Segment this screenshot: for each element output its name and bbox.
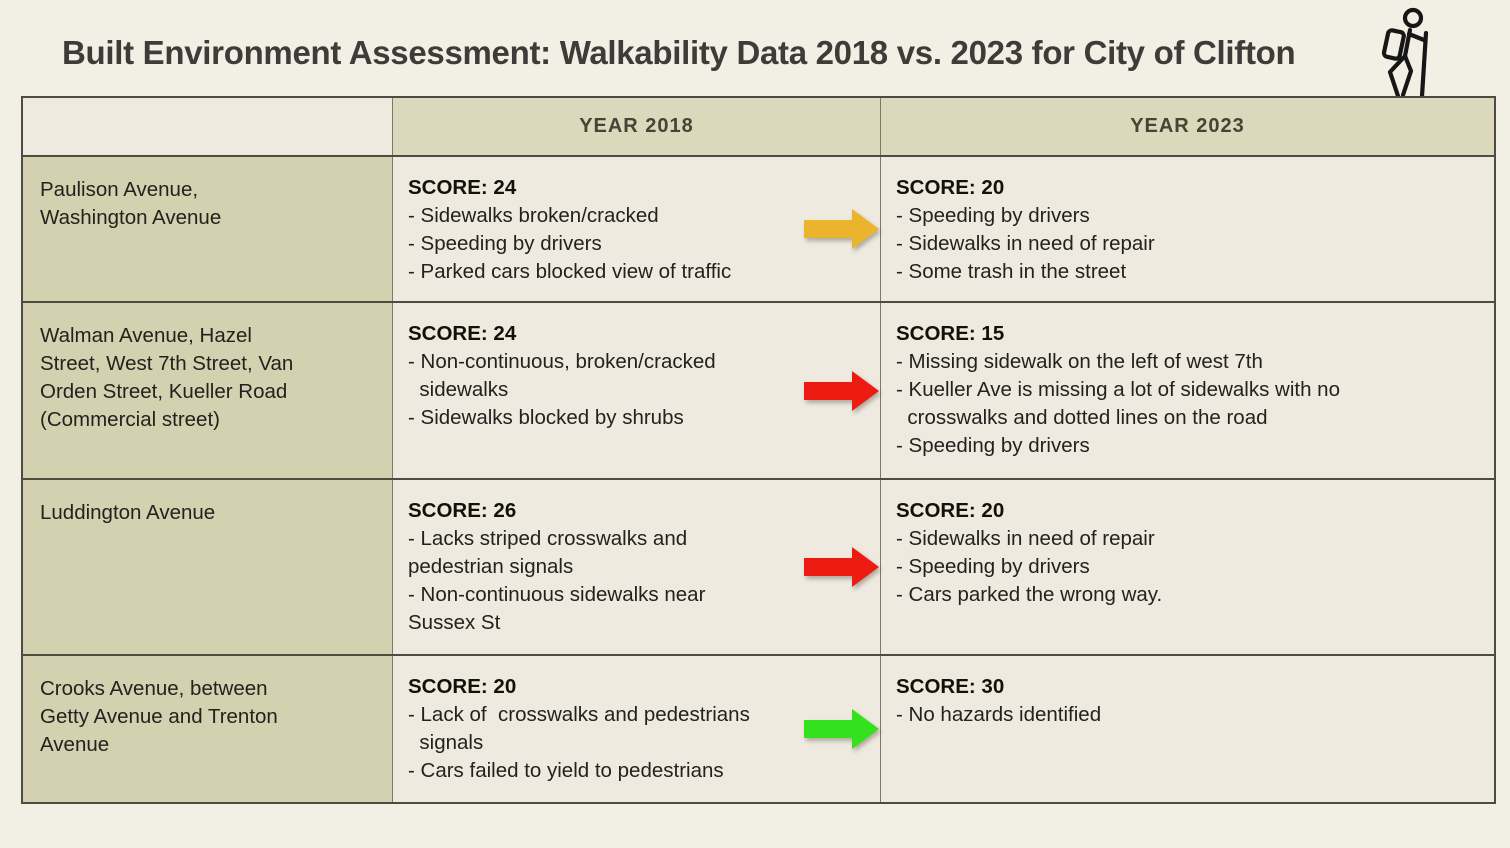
area-cell: Paulison Avenue, Washington Avenue — [23, 157, 392, 301]
trend-arrow-right-icon — [802, 367, 882, 415]
score-value: SCORE: 20 — [896, 499, 1005, 522]
table-row: Paulison Avenue, Washington Avenue SCORE… — [23, 155, 1494, 301]
year-2018-cell: SCORE: 26 - Lacks striped crosswalks and… — [392, 480, 880, 654]
hazard-item: - Speeding by drivers — [408, 232, 602, 255]
year-2023-cell: SCORE: 20 - Speeding by drivers - Sidewa… — [880, 157, 1494, 301]
trend-arrow-right-icon — [802, 205, 882, 253]
trend-arrow-right-icon — [802, 705, 882, 753]
header-area-cell — [23, 98, 392, 155]
hazard-item: signals — [408, 731, 484, 754]
score-value: SCORE: 20 — [408, 675, 517, 698]
hazard-item: - Cars parked the wrong way. — [896, 583, 1163, 606]
area-cell: Crooks Avenue, between Getty Avenue and … — [23, 656, 392, 802]
area-cell: Walman Avenue, Hazel Street, West 7th St… — [23, 303, 392, 478]
hazard-item: - Speeding by drivers — [896, 555, 1090, 578]
hazard-item: - Some trash in the street — [896, 260, 1127, 283]
area-label: Orden Street, Kueller Road — [40, 380, 288, 403]
hazard-item: crosswalks and dotted lines on the road — [896, 406, 1268, 429]
score-value: SCORE: 24 — [408, 322, 517, 345]
table-body: Paulison Avenue, Washington Avenue SCORE… — [23, 155, 1494, 802]
area-label: Paulison Avenue, — [40, 178, 199, 201]
area-label: (Commercial street) — [40, 408, 220, 431]
hazard-item: - Non-continuous sidewalks near — [408, 583, 706, 606]
score-value: SCORE: 15 — [896, 322, 1005, 345]
score-value: SCORE: 26 — [408, 499, 517, 522]
area-label: Luddington Avenue — [40, 501, 216, 524]
hazard-item: pedestrian signals — [408, 555, 574, 578]
hazard-item: sidewalks — [408, 378, 509, 401]
area-label: Washington Avenue — [40, 206, 222, 229]
hazard-item: - Speeding by drivers — [896, 204, 1090, 227]
year-2018-cell: SCORE: 20 - Lack of crosswalks and pedes… — [392, 656, 880, 802]
trend-arrow-right-icon — [802, 543, 882, 591]
hiker-icon — [1372, 6, 1434, 99]
score-value: SCORE: 24 — [408, 176, 517, 199]
area-label: Crooks Avenue, between — [40, 677, 268, 700]
walkability-table: YEAR 2018 YEAR 2023 Paulison Avenue, Was… — [21, 96, 1496, 804]
hazard-item: - Cars failed to yield to pedestrians — [408, 759, 724, 782]
year-2023-cell: SCORE: 30 - No hazards identified — [880, 656, 1494, 802]
table-row: Crooks Avenue, between Getty Avenue and … — [23, 654, 1494, 802]
score-value: SCORE: 20 — [896, 176, 1005, 199]
hazard-item: - Missing sidewalk on the left of west 7… — [896, 350, 1263, 373]
year-2018-cell: SCORE: 24 - Non-continuous, broken/crack… — [392, 303, 880, 478]
hazard-item: - Sidewalks in need of repair — [896, 232, 1155, 255]
table-row: Luddington Avenue SCORE: 26 - Lacks stri… — [23, 478, 1494, 654]
hazard-item: - Lacks striped crosswalks and — [408, 527, 688, 550]
score-value: SCORE: 30 — [896, 675, 1005, 698]
page-title: Built Environment Assessment: Walkabilit… — [62, 34, 1296, 71]
hazard-item: - Sidewalks in need of repair — [896, 527, 1155, 550]
year-2023-cell: SCORE: 15 - Missing sidewalk on the left… — [880, 303, 1494, 478]
hazard-item: - Lack of crosswalks and pedestrians — [408, 703, 750, 726]
table-row: Walman Avenue, Hazel Street, West 7th St… — [23, 301, 1494, 478]
year-2018-cell: SCORE: 24 - Sidewalks broken/cracked - S… — [392, 157, 880, 301]
area-cell: Luddington Avenue — [23, 480, 392, 654]
hazard-item: Sussex St — [408, 611, 501, 634]
hazard-item: - Parked cars blocked view of traffic — [408, 260, 732, 283]
area-label: Street, West 7th Street, Van — [40, 352, 294, 375]
area-label: Getty Avenue and Trenton — [40, 705, 278, 728]
year-2023-cell: SCORE: 20 - Sidewalks in need of repair … — [880, 480, 1494, 654]
area-label: Walman Avenue, Hazel — [40, 324, 252, 347]
header-year-2023: YEAR 2023 — [880, 98, 1494, 155]
hazard-item: - Kueller Ave is missing a lot of sidewa… — [896, 378, 1340, 401]
hazard-item: - Non-continuous, broken/cracked — [408, 350, 716, 373]
area-label: Avenue — [40, 733, 110, 756]
hazard-item: - Sidewalks broken/cracked — [408, 204, 659, 227]
hazard-item: - Sidewalks blocked by shrubs — [408, 406, 684, 429]
table-header-row: YEAR 2018 YEAR 2023 — [23, 98, 1494, 155]
hazard-item: - No hazards identified — [896, 703, 1102, 726]
hazard-item: - Speeding by drivers — [896, 434, 1090, 457]
header-year-2018: YEAR 2018 — [392, 98, 880, 155]
